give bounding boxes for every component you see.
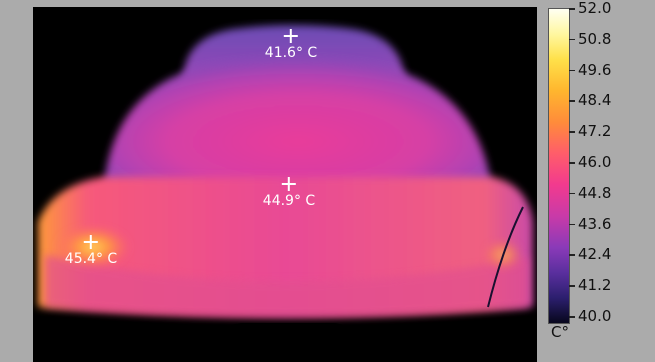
scale-tick-label: 40.0 (578, 307, 612, 325)
scale-tick (569, 223, 575, 226)
scale-tick-label: 42.4 (578, 245, 612, 264)
temp-marker-left: 45.4° C (65, 235, 117, 267)
thermal-image: 41.6° C 44.9° C 45.4° C (33, 7, 537, 362)
unit-label: C° (551, 323, 569, 341)
crosshair-icon (282, 177, 296, 191)
scale-tick-label: 49.6 (578, 60, 612, 79)
scale-tick-label: 52.0 (578, 0, 612, 17)
temp-marker-label: 44.9° C (262, 193, 316, 209)
temp-marker-center: 44.9° C (263, 177, 315, 209)
scale-tick (569, 69, 575, 72)
scale-tick-label: 50.8 (578, 29, 612, 48)
crosshair-icon (284, 29, 298, 43)
temp-marker-label: 41.6° C (264, 45, 318, 61)
scale-tick (569, 131, 575, 133)
scale-tick (569, 254, 575, 256)
scale-tick (569, 162, 575, 164)
scale-tick-label: 41.2 (578, 276, 612, 295)
scale-tick (569, 192, 575, 195)
scale-tick (569, 316, 575, 318)
scale-tick (569, 8, 575, 10)
scale-tick (569, 100, 575, 102)
temp-marker-top: 41.6° C (265, 29, 317, 61)
temp-marker-label: 45.4° C (64, 251, 118, 267)
thermal-object (38, 25, 533, 362)
scale-tick (569, 285, 575, 287)
scale-tick (569, 38, 575, 41)
scale-tick-label: 43.6 (578, 214, 612, 233)
scale-tick-label: 44.8 (578, 183, 612, 202)
color-scale-bar (548, 8, 570, 324)
scale-tick-label: 47.2 (578, 122, 612, 141)
scale-tick-label: 48.4 (578, 91, 612, 110)
scale-tick-label: 46.0 (578, 153, 612, 171)
crosshair-icon (84, 235, 98, 249)
temperature-scale: 52.0 50.8 49.6 48.4 47.2 46.0 44.8 43.6 42.4 41.2… (543, 0, 653, 362)
